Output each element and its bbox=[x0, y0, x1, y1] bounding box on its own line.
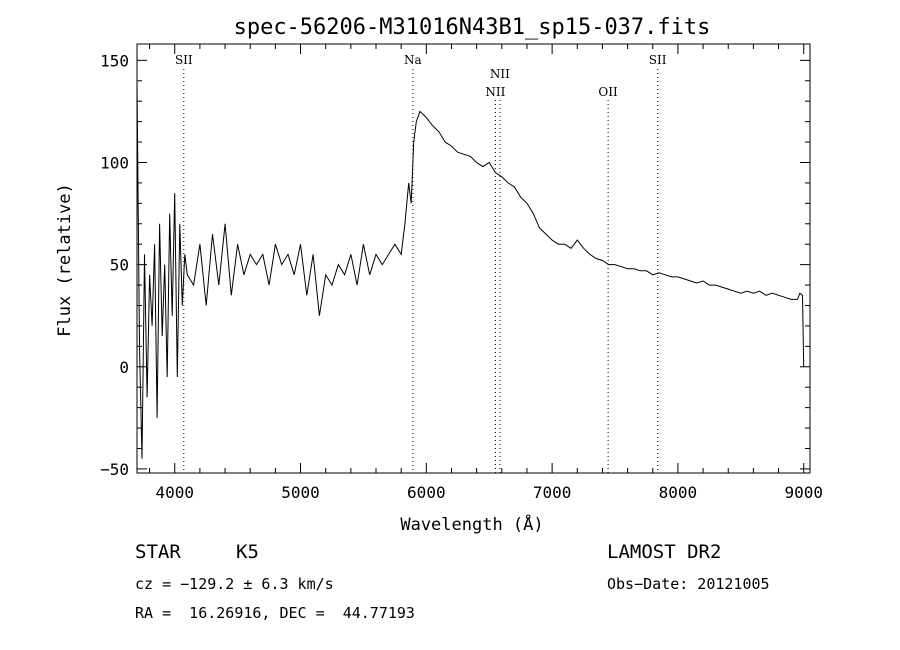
x-tick-label: 8000 bbox=[659, 483, 698, 502]
y-tick-label: −50 bbox=[100, 460, 129, 479]
subclass-label: K5 bbox=[236, 541, 259, 563]
obs-date-label: Obs−Date: 20121005 bbox=[607, 575, 770, 593]
line-marker-label: NII bbox=[490, 67, 510, 81]
line-marker-label: Na bbox=[404, 53, 422, 67]
x-tick-label: 6000 bbox=[407, 483, 446, 502]
y-tick-label: 50 bbox=[110, 256, 129, 275]
cz-label: cz = −129.2 ± 6.3 km/s bbox=[135, 575, 334, 593]
y-tick-label: 150 bbox=[100, 51, 129, 70]
x-tick-label: 9000 bbox=[784, 483, 823, 502]
line-marker-label: OII bbox=[598, 85, 618, 99]
x-axis-label: Wavelength (Å) bbox=[400, 513, 543, 535]
survey-label: LAMOST DR2 bbox=[607, 541, 722, 563]
x-tick-label: 4000 bbox=[155, 483, 194, 502]
y-tick-label: 0 bbox=[119, 358, 129, 377]
line-marker-label: SII bbox=[175, 53, 193, 67]
x-tick-label: 5000 bbox=[281, 483, 320, 502]
object-type-label: STAR bbox=[135, 541, 181, 563]
chart-title: spec-56206-M31016N43B1_sp15-037.fits bbox=[234, 15, 711, 40]
coordinates-label: RA = 16.26916, DEC = 44.77193 bbox=[135, 604, 415, 622]
line-marker-label: NII bbox=[485, 85, 505, 99]
y-tick-label: 100 bbox=[100, 153, 129, 172]
x-tick-label: 7000 bbox=[533, 483, 572, 502]
plot-area: 4000 5000 6000 7000 8000 9000 −50 0 50 100 150 SII N… bbox=[100, 43, 823, 502]
y-axis-label: Flux (relative) bbox=[55, 183, 75, 337]
plot-frame bbox=[136, 43, 811, 474]
spectrum-line bbox=[136, 80, 805, 459]
line-marker-label: SII bbox=[649, 53, 667, 67]
